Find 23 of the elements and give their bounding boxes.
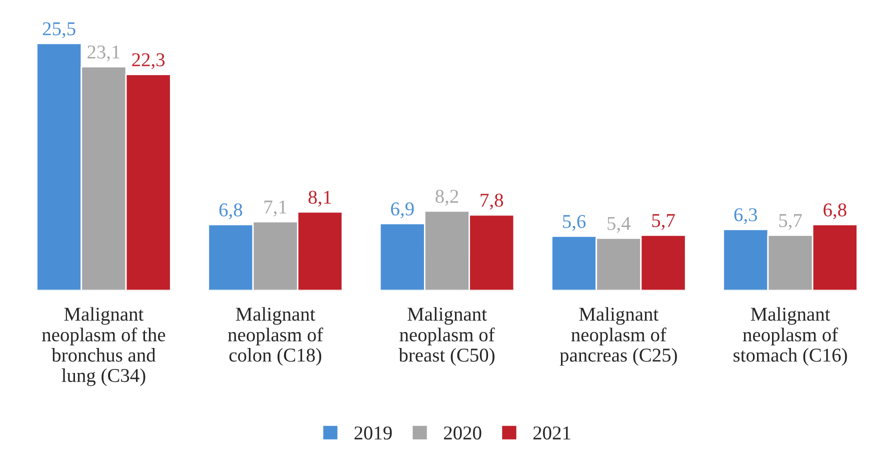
data-label: 6,9 (391, 202, 414, 218)
x-tick-label: Malignant neoplasm of breast (C50) (398, 307, 495, 366)
x-tick-label: Malignant neoplasm of stomach (C16) (734, 307, 847, 366)
x-tick-label: Malignant neoplasm of the bronchus and lung (C34) (42, 307, 166, 386)
x-tick-label: Malignant neoplasm of colon (C18) (228, 307, 324, 366)
legend-label: 2020 (444, 426, 482, 440)
data-label: 22,3 (132, 53, 165, 70)
data-label: 23,1 (88, 46, 120, 62)
data-label: 5,6 (562, 215, 586, 231)
legend-label: 2021 (533, 426, 570, 440)
data-label: 7,8 (480, 194, 504, 210)
data-label: 7,1 (264, 200, 286, 216)
data-label: 5,4 (608, 217, 630, 233)
x-tick-label: Malignant neoplasm of pancreas (C25) (560, 307, 677, 366)
data-label: 8,2 (436, 190, 458, 206)
data-label: 8,1 (308, 190, 331, 207)
data-label: 6,8 (824, 203, 846, 220)
data-label: 6,3 (734, 208, 758, 224)
data-label: 6,8 (219, 203, 242, 220)
data-label: 5,7 (779, 214, 802, 230)
data-label: 25,5 (42, 22, 76, 38)
legend-label: 2019 (354, 426, 392, 440)
data-label: 5,7 (652, 214, 675, 230)
